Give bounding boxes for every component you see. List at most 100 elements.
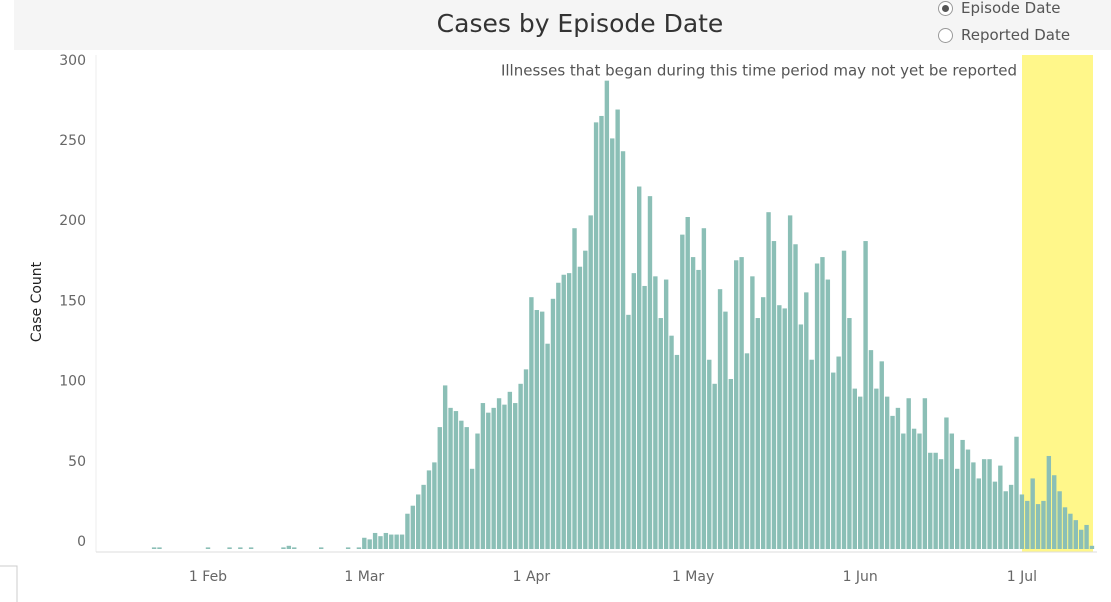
- bar: [631, 273, 637, 549]
- bar: [825, 279, 831, 549]
- bar: [205, 547, 211, 549]
- bar: [766, 212, 771, 549]
- bar: [653, 276, 658, 549]
- bar: [448, 407, 453, 549]
- bar: [669, 335, 674, 549]
- radio-option[interactable]: Episode Date: [938, 0, 1061, 17]
- bar: [588, 215, 593, 549]
- radio-dot[interactable]: [938, 0, 953, 16]
- bar: [577, 266, 583, 549]
- bar: [690, 257, 696, 549]
- y-tick-label: 150: [59, 293, 86, 309]
- bar: [227, 547, 232, 549]
- bar: [1030, 478, 1035, 549]
- chart-title: Cases by Episode Date: [437, 9, 724, 38]
- bar: [739, 257, 744, 549]
- bar: [372, 532, 378, 549]
- y-tick-label: 100: [59, 374, 86, 390]
- bar: [787, 215, 793, 549]
- bar: [750, 276, 755, 549]
- radio-label[interactable]: Reported Date: [961, 26, 1071, 44]
- bar: [502, 404, 507, 549]
- bar: [782, 308, 787, 549]
- bar: [534, 310, 539, 549]
- bar: [981, 459, 987, 549]
- bar: [841, 250, 847, 549]
- bar: [292, 547, 297, 549]
- bar: [566, 273, 572, 549]
- bar: [518, 383, 523, 549]
- radio-label[interactable]: Episode Date: [961, 0, 1061, 17]
- bar: [550, 298, 556, 549]
- bar: [777, 305, 782, 549]
- bar: [1046, 455, 1052, 549]
- bar: [362, 537, 367, 549]
- bar: [604, 80, 610, 549]
- bar: [486, 412, 491, 549]
- bar: [318, 547, 324, 549]
- bar: [836, 356, 841, 549]
- bar: [674, 354, 680, 549]
- bar: [938, 459, 944, 549]
- bar: [863, 241, 868, 549]
- bar: [491, 407, 496, 549]
- bar: [151, 547, 157, 549]
- bar: [857, 396, 863, 549]
- x-tick-label: 1 Mar: [344, 569, 384, 585]
- bar: [944, 417, 949, 549]
- bar: [399, 534, 405, 549]
- bar: [906, 398, 911, 549]
- bar: [744, 353, 750, 549]
- bar: [523, 369, 529, 549]
- bar: [755, 318, 760, 549]
- radio-dot[interactable]: [938, 27, 953, 43]
- bar: [593, 122, 599, 549]
- incomplete-period-highlight: [1022, 55, 1093, 552]
- bar: [971, 462, 976, 549]
- bar: [469, 468, 475, 549]
- bar: [1019, 494, 1025, 549]
- bar: [928, 452, 933, 549]
- radio-option[interactable]: Reported Date: [938, 26, 1070, 44]
- bar: [809, 359, 814, 549]
- bar: [1062, 507, 1068, 549]
- bar: [1057, 491, 1062, 549]
- bar: [696, 269, 701, 549]
- bar: [442, 385, 448, 549]
- bar: [723, 311, 728, 549]
- bar: [626, 314, 631, 549]
- bar: [286, 545, 292, 549]
- bar: [820, 257, 825, 549]
- bar: [561, 274, 566, 549]
- bar: [890, 415, 895, 549]
- bar: [1003, 491, 1008, 549]
- corner-box: [0, 565, 18, 602]
- bar: [367, 539, 372, 549]
- bar: [1068, 513, 1073, 549]
- bar: [545, 343, 550, 549]
- bar: [685, 216, 690, 549]
- x-tick-label: 1 Jun: [843, 569, 878, 585]
- y-tick-label: 200: [59, 213, 86, 229]
- bar: [658, 318, 663, 549]
- bar: [1052, 475, 1057, 549]
- bar: [804, 292, 809, 549]
- bar: [410, 505, 416, 549]
- y-tick-label: 300: [59, 53, 86, 69]
- y-tick-label: 250: [59, 133, 86, 149]
- bar: [475, 433, 480, 549]
- bar: [464, 427, 469, 549]
- bar: [901, 433, 906, 549]
- bar: [728, 378, 734, 549]
- x-tick-label: 1 May: [672, 569, 714, 585]
- y-axis-title: Case Count: [29, 261, 45, 342]
- bar: [453, 411, 459, 549]
- bar: [507, 391, 513, 549]
- bar: [248, 547, 254, 549]
- bar: [394, 534, 399, 549]
- bar: [281, 547, 286, 549]
- bar: [847, 318, 852, 549]
- bar: [965, 449, 971, 549]
- y-tick-label: 50: [68, 454, 86, 470]
- header-band: [14, 0, 1111, 50]
